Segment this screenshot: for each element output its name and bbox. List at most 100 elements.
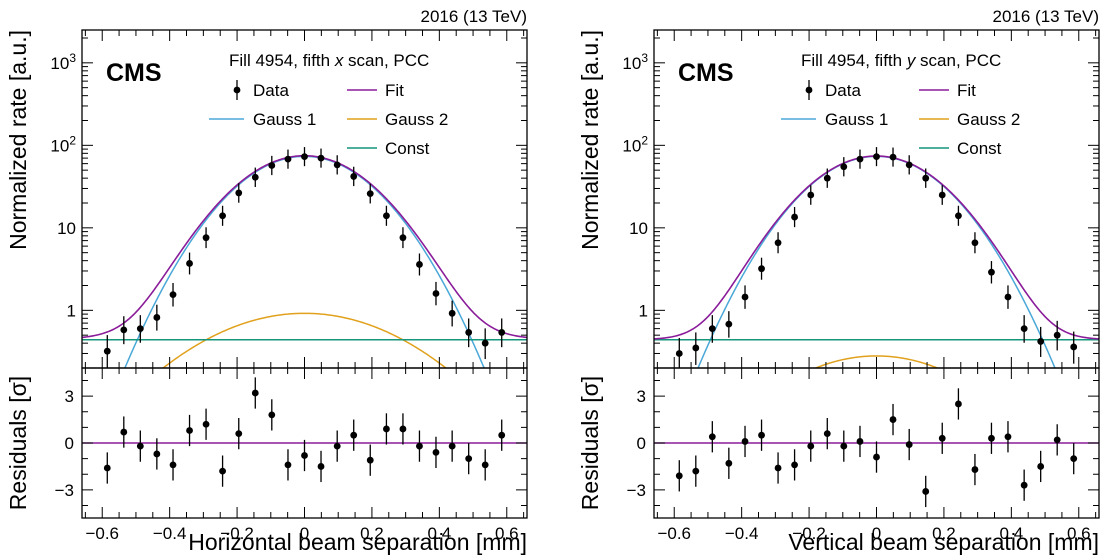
residual-point: [1070, 455, 1078, 463]
residual-point: [807, 442, 815, 450]
residual-point: [905, 441, 913, 448]
legend-data-marker: [233, 86, 241, 94]
residual-point: [465, 455, 473, 463]
residual-point: [708, 433, 716, 441]
residual-point: [675, 472, 683, 480]
residual-point: [366, 456, 374, 464]
data-point: [774, 239, 782, 247]
data-point: [416, 261, 423, 268]
data-point: [350, 173, 358, 180]
x-tick-label: −0.4: [153, 524, 187, 543]
x-tick-label: 0.6: [495, 524, 519, 543]
legend-data-label: Data: [253, 81, 289, 100]
data-point: [268, 162, 276, 169]
data-point: [103, 347, 111, 355]
data-point: [120, 326, 128, 334]
residual-point: [791, 461, 798, 469]
residual-point: [725, 459, 733, 467]
residual-point: [873, 453, 880, 461]
residual-point: [284, 461, 292, 469]
x-tick-label: −0.4: [725, 524, 759, 543]
residual-point: [301, 452, 308, 459]
residual-point: [383, 425, 390, 433]
data-point: [675, 350, 683, 357]
data-point: [186, 260, 193, 267]
residual-axis-title: Residuals [σ]: [577, 376, 603, 510]
data-point: [791, 213, 798, 221]
data-point: [905, 161, 913, 169]
cms-label: CMS: [678, 59, 734, 87]
residual-tick-label: 0: [65, 434, 74, 453]
data-point: [219, 212, 226, 220]
residual-point: [856, 438, 864, 445]
residual-point: [1004, 433, 1012, 441]
data-point: [725, 320, 733, 328]
residual-point: [399, 425, 407, 433]
residual-point: [219, 467, 226, 475]
legend-const-label: Const: [385, 139, 430, 158]
y-tick-label: 10: [629, 219, 648, 238]
data-point: [169, 291, 177, 299]
legend-data-marker: [805, 86, 813, 94]
data-point: [136, 325, 144, 333]
data-point: [317, 154, 325, 162]
annotation-variable: y: [906, 51, 917, 70]
residual-tick-label: 3: [65, 387, 74, 406]
data-point: [1053, 331, 1061, 339]
data-point: [988, 268, 995, 276]
x-tick-label: 0.6: [1067, 524, 1091, 543]
x-tick-label: 0.2: [932, 524, 956, 543]
y-tick-label: 1: [67, 301, 76, 320]
y-tick-label-exponent: 3: [69, 51, 76, 65]
data-point: [333, 161, 341, 169]
x-tick-label: 0.2: [360, 524, 384, 543]
x-tick-label: −0.2: [220, 524, 254, 543]
residual-point: [938, 434, 946, 442]
data-point: [971, 239, 979, 247]
residual-point: [120, 428, 128, 436]
data-point: [856, 155, 864, 163]
scan-annotation: Fill 4954, fifth y scan, PCC: [801, 51, 1001, 70]
annotation-variable: x: [334, 51, 344, 70]
data-point: [922, 174, 930, 182]
data-point: [202, 234, 210, 242]
residual-point: [268, 411, 276, 419]
annotation-prefix: Fill 4954, fifth: [229, 51, 335, 70]
y-tick-label-base: 10: [622, 136, 641, 155]
data-point: [448, 309, 456, 317]
legend-gauss2-label: Gauss 2: [385, 110, 448, 129]
residual-point: [1020, 481, 1028, 489]
data-point: [383, 212, 390, 220]
residual-point: [922, 488, 930, 495]
legend-fit-label: Fit: [957, 81, 976, 100]
residual-point: [1037, 463, 1045, 470]
data-point: [807, 191, 815, 199]
x-tick-label: 0.4: [1000, 524, 1024, 543]
residual-point: [103, 464, 111, 472]
y-tick-label-base: 10: [622, 54, 641, 73]
x-tick-label: −0.2: [792, 524, 826, 543]
residual-point: [432, 448, 440, 456]
data-point: [741, 293, 749, 301]
annotation-suffix: scan, PCC: [915, 51, 1001, 70]
residual-point: [350, 431, 358, 439]
y-tick-label-exponent: 2: [641, 133, 648, 147]
data-point: [153, 314, 161, 321]
residual-point: [169, 461, 177, 469]
y-axis-title: Normalized rate [a.u.]: [5, 30, 31, 250]
data-point: [465, 329, 473, 336]
data-point: [823, 174, 831, 182]
residual-point: [202, 420, 210, 428]
y-tick-label: 102: [622, 133, 648, 155]
legend: Data Fit Gauss 1 Gauss 2 Const: [209, 80, 448, 158]
y-tick-label-exponent: 3: [641, 51, 648, 65]
curves: [654, 155, 1099, 368]
data-point: [399, 234, 407, 242]
legend-gauss2-label: Gauss 2: [957, 110, 1020, 129]
annotation-suffix: scan, PCC: [343, 51, 429, 70]
x-axis-title: Vertical beam separation [mm]: [788, 529, 1099, 555]
residual-point: [840, 442, 848, 450]
legend-gauss1-label: Gauss 1: [825, 110, 888, 129]
